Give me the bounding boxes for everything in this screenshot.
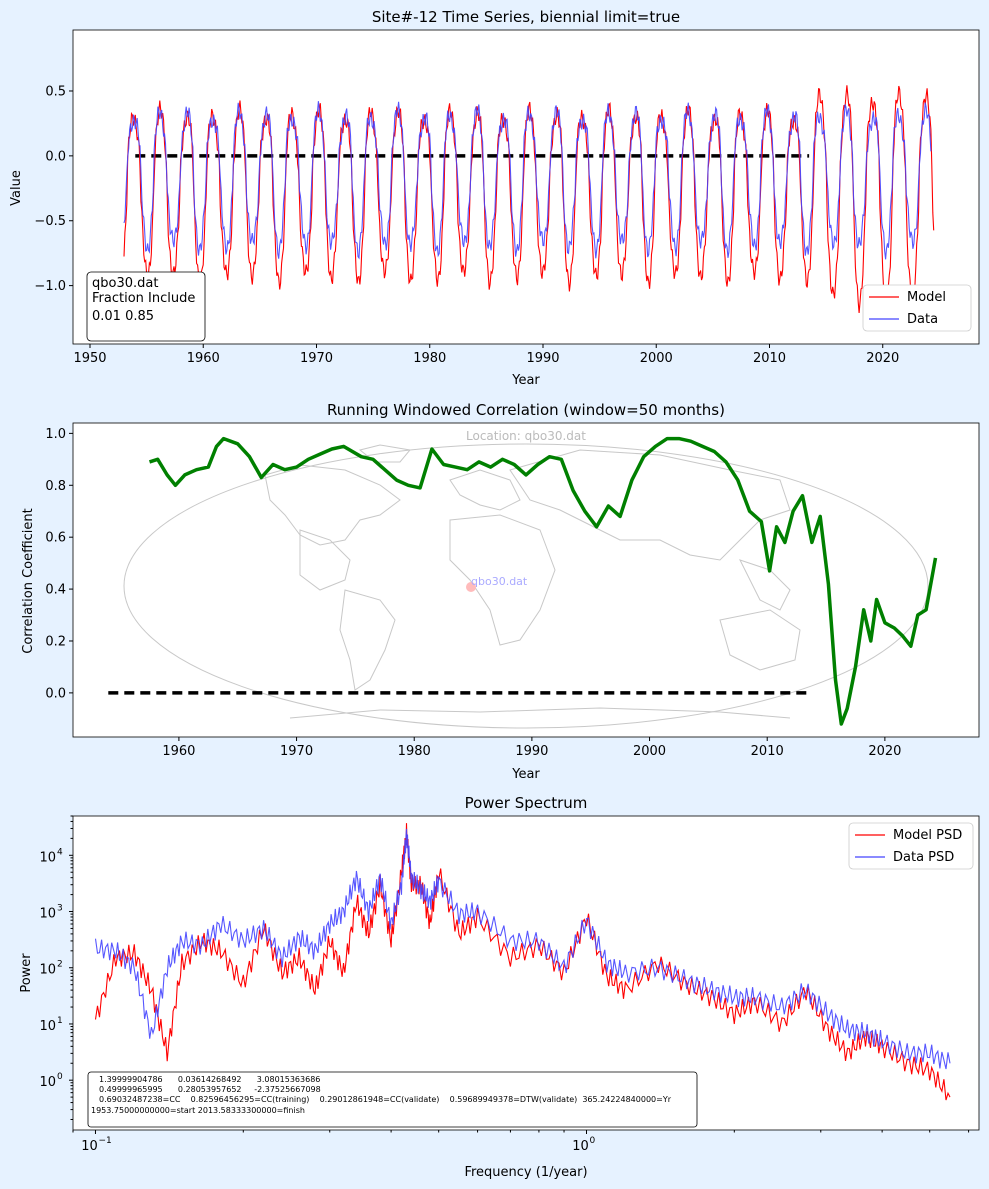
x-tick-label: 2000 (633, 744, 666, 759)
timeseries-legend: Model Data (862, 284, 972, 332)
legend-data-label: Data (907, 312, 938, 327)
spectrum-ticks: 10 −1 10 010 010 110 210 310 4 (39, 815, 970, 1154)
x-tick-label: 1980 (413, 351, 446, 366)
model-series-line (123, 85, 935, 314)
y-tick-label: 0.5 (45, 84, 66, 99)
y-tick-exponent: 1 (57, 1016, 63, 1026)
y-tick-label: 0.0 (45, 686, 66, 701)
map-central-america (299, 529, 351, 591)
x-tick-label: 1960 (162, 744, 195, 759)
correlation-ticks: 1960 1970 1980 1990 2000 2010 2020 0.0 0.2 0.4 0.6… (45, 427, 901, 759)
spectrum-ylabel: Power (19, 953, 34, 993)
map-north-america (264, 464, 401, 546)
timeseries-ylabel: Value (9, 170, 24, 206)
x-tick-label: 1970 (300, 351, 333, 366)
y-tick-exponent: 3 (57, 904, 63, 914)
annotation-line-0: qbo30.dat (92, 276, 158, 291)
stats-line-1: 0.49999965995 0.28053957652 -2.375256670… (99, 1085, 321, 1094)
annotation-line-1: Fraction Include (92, 291, 195, 306)
map-site-marker (466, 582, 476, 592)
legend-model-psd-label: Model PSD (893, 828, 962, 843)
timeseries-ticks: 1950 1960 1970 1980 1990 2000 2010 2020 −1.0 −0.5… (34, 84, 899, 366)
stats-line-0: 1.39999904786 0.03614268492 3.0801536368… (99, 1075, 320, 1084)
timeseries-title: Site#-12 Time Series, biennial limit=tru… (372, 8, 680, 26)
map-outline (123, 443, 929, 729)
y-tick-exponent: 0 (57, 1072, 63, 1082)
stats-line-3: 1953.75000000000=start 2013.58333300000=… (91, 1106, 305, 1115)
x-tick-label: 10 (572, 1139, 589, 1154)
x-tick-label: 2020 (868, 744, 901, 759)
x-tick-label: 2020 (866, 351, 899, 366)
x-tick-label: 1950 (73, 351, 106, 366)
timeseries-annotation-box: qbo30.dat Fraction Include 0.01 0.85 (86, 271, 206, 342)
timeseries-xlabel: Year (511, 373, 540, 388)
correlation-title: Running Windowed Correlation (window=50 … (327, 401, 725, 419)
correlation-panel: Running Windowed Correlation (window=50 … (21, 401, 980, 782)
y-tick-label: 0.4 (45, 583, 66, 598)
x-tick-label: 10 (81, 1139, 98, 1154)
map-africa (449, 514, 556, 646)
spectrum-xlabel: Frequency (1/year) (464, 1165, 587, 1180)
legend-model-label: Model (907, 290, 946, 305)
y-tick-label: 10 (39, 850, 56, 865)
world-map-backdrop (123, 443, 929, 729)
annotation-line-2: 0.01 0.85 (92, 309, 154, 324)
x-tick-label: 1990 (515, 744, 548, 759)
x-tick-exponent: 0 (589, 1136, 595, 1146)
spectrum-panel: Power Spectrum 10 −1 10 010 010 110 210 310 4 Fr… (19, 794, 980, 1180)
y-tick-label: 0.0 (45, 149, 66, 164)
correlation-ylabel: Correlation Coefficient (21, 508, 36, 654)
data-series-line (123, 101, 932, 260)
y-tick-label: 10 (39, 1019, 56, 1034)
x-tick-label: 2010 (753, 351, 786, 366)
correlation-series-line (148, 436, 938, 726)
stats-line-2: 0.69032487238=CC 0.82596456295=CC(traini… (99, 1095, 672, 1104)
map-site-label: qbo30.dat (471, 575, 528, 588)
y-tick-label: 10 (39, 907, 56, 922)
spectrum-legend: Model PSD Data PSD (848, 822, 974, 870)
x-tick-label: 1970 (280, 744, 313, 759)
y-tick-label: 1.0 (45, 427, 66, 442)
timeseries-panel: Site#-12 Time Series, biennial limit=tru… (9, 8, 980, 388)
spectrum-title: Power Spectrum (465, 794, 588, 812)
y-tick-label: 10 (39, 1075, 56, 1090)
model-psd-line (94, 823, 951, 1101)
map-asia (509, 449, 791, 561)
map-southeast-asia (739, 559, 791, 611)
legend-data-psd-label: Data PSD (893, 850, 954, 865)
x-tick-label: 1960 (187, 351, 220, 366)
x-tick-label: 2010 (751, 744, 784, 759)
y-tick-label: 0.8 (45, 479, 66, 494)
x-tick-label: 1980 (398, 744, 431, 759)
x-tick-label: 1990 (526, 351, 559, 366)
y-tick-label: 10 (39, 963, 56, 978)
map-australia (719, 609, 801, 671)
x-tick-exponent: −1 (98, 1136, 111, 1146)
y-tick-label: 0.6 (45, 531, 66, 546)
map-south-america (339, 589, 396, 691)
map-antarctica (289, 707, 791, 719)
map-europe (449, 469, 521, 511)
x-tick-label: 2000 (640, 351, 673, 366)
map-location-label: Location: qbo30.dat (466, 429, 586, 443)
y-tick-exponent: 2 (57, 960, 63, 970)
timeseries-plot-area (72, 29, 980, 345)
correlation-xlabel: Year (511, 767, 540, 782)
y-tick-label: −1.0 (34, 279, 66, 294)
y-tick-label: −0.5 (34, 214, 66, 229)
spectrum-stats-box: 1.39999904786 0.03614268492 3.0801536368… (87, 1071, 698, 1128)
y-tick-label: 0.2 (45, 634, 66, 649)
y-tick-exponent: 4 (57, 847, 63, 857)
data-psd-line (94, 828, 951, 1070)
